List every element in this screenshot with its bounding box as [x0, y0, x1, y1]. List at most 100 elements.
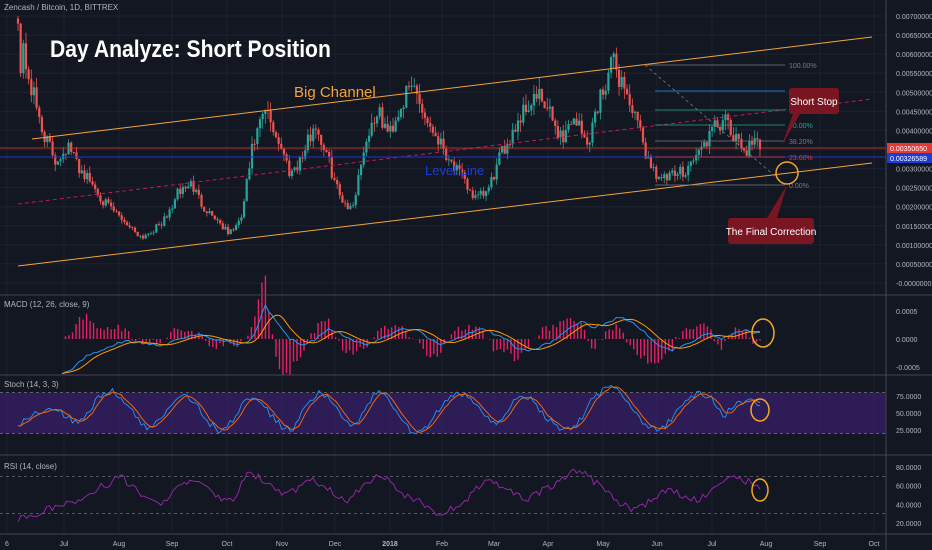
- candle-body: [264, 110, 267, 114]
- candle-body: [479, 190, 482, 195]
- candle-body: [83, 170, 86, 180]
- candle-body: [51, 141, 54, 156]
- short-stop-pointer: [782, 114, 800, 145]
- candle-body: [591, 122, 594, 143]
- short-stop-label: Short Stop: [790, 97, 838, 108]
- price-tick-label: 0.00100000: [896, 243, 932, 250]
- candle-body: [189, 181, 192, 187]
- candle-body: [160, 224, 163, 226]
- candle-body: [625, 88, 629, 95]
- candle-body: [298, 157, 302, 171]
- candle-body: [466, 178, 469, 190]
- price-tick-label: 0.00450000: [896, 109, 932, 116]
- current-price-text: 0.00350650: [890, 146, 927, 153]
- candle-body: [399, 109, 403, 117]
- candle-body: [713, 120, 716, 127]
- candle-body: [171, 208, 174, 210]
- candle-body: [341, 195, 344, 203]
- candle-body: [344, 202, 347, 204]
- time-tick-label: May: [596, 541, 610, 548]
- candle-body: [157, 224, 161, 226]
- candle-body: [309, 134, 312, 142]
- candle-body: [644, 142, 647, 159]
- candle-body: [453, 161, 456, 171]
- candle-body: [99, 195, 102, 202]
- candle-body: [229, 229, 232, 235]
- time-tick-label: Jun: [651, 541, 662, 548]
- candle-body: [112, 206, 115, 211]
- candle-body: [219, 220, 222, 224]
- candle-body: [572, 118, 575, 125]
- candle-body: [556, 126, 559, 138]
- candle-body: [96, 188, 99, 196]
- candle-body: [463, 172, 466, 179]
- grid-lines: [0, 0, 886, 533]
- candle-body: [570, 124, 573, 126]
- candle-body: [663, 174, 666, 179]
- candle-body: [586, 137, 589, 145]
- candle-body: [405, 85, 408, 108]
- candle-body: [492, 177, 496, 180]
- candle-body: [756, 138, 759, 140]
- candle-body: [490, 177, 493, 188]
- price-candles: [16, 16, 762, 241]
- rsi-line: [17, 468, 761, 522]
- candle-body: [30, 79, 33, 96]
- candle-body: [27, 69, 30, 80]
- candle-body: [59, 159, 62, 162]
- candle-body: [559, 130, 562, 138]
- price-tick-label: 0.00500000: [896, 90, 932, 97]
- stoch-d-line: [18, 386, 761, 433]
- candle-body: [508, 144, 512, 145]
- candle-body: [447, 159, 450, 161]
- time-tick-label: Aug: [760, 541, 773, 548]
- candle-body: [554, 120, 557, 127]
- candle-body: [575, 118, 578, 126]
- candle-body: [487, 187, 490, 192]
- candle-body: [469, 189, 472, 191]
- candle-body: [102, 201, 105, 206]
- candle-body: [261, 113, 264, 120]
- candle-body: [524, 104, 528, 112]
- candle-body: [732, 135, 735, 142]
- channel-lower-line: [17, 162, 873, 267]
- candle-body: [758, 139, 762, 150]
- candle-body: [548, 106, 551, 109]
- candle-body: [88, 173, 91, 182]
- candle-body: [445, 148, 448, 161]
- candle-body: [139, 235, 142, 237]
- candle-body: [242, 201, 246, 218]
- candle-body: [91, 181, 94, 185]
- candle-body: [583, 133, 586, 138]
- candle-body: [86, 173, 89, 180]
- candle-body: [519, 120, 522, 123]
- candle-body: [354, 195, 357, 206]
- candle-body: [599, 89, 602, 113]
- candle-body: [564, 129, 567, 143]
- candle-body: [72, 152, 75, 153]
- fib-trend-line: [644, 64, 783, 183]
- candle-body: [498, 152, 501, 165]
- fib-level-label: 38.20%: [789, 139, 813, 146]
- candle-body: [391, 125, 395, 132]
- candle-body: [155, 224, 158, 233]
- candle-body: [35, 87, 38, 108]
- stoch-highlight-circle: [750, 398, 770, 422]
- candle-body: [176, 188, 179, 200]
- candle-body: [320, 134, 323, 145]
- channel-upper-line: [31, 36, 873, 140]
- price-tick-label: 0.00300000: [896, 167, 932, 174]
- candle-body: [708, 131, 711, 147]
- candle-body: [16, 18, 20, 24]
- candle-body: [70, 142, 73, 153]
- macd-pane-label: MACD (12, 26, close, 9): [4, 300, 90, 309]
- stoch-k-line: [17, 384, 761, 435]
- candle-body: [211, 211, 214, 216]
- short-stop-box: [789, 88, 839, 114]
- candle-body: [527, 110, 530, 112]
- symbol-label: Zencash / Bitcoin, 1D, BITTREX: [4, 3, 119, 12]
- candle-body: [370, 122, 373, 136]
- candle-body: [232, 229, 235, 231]
